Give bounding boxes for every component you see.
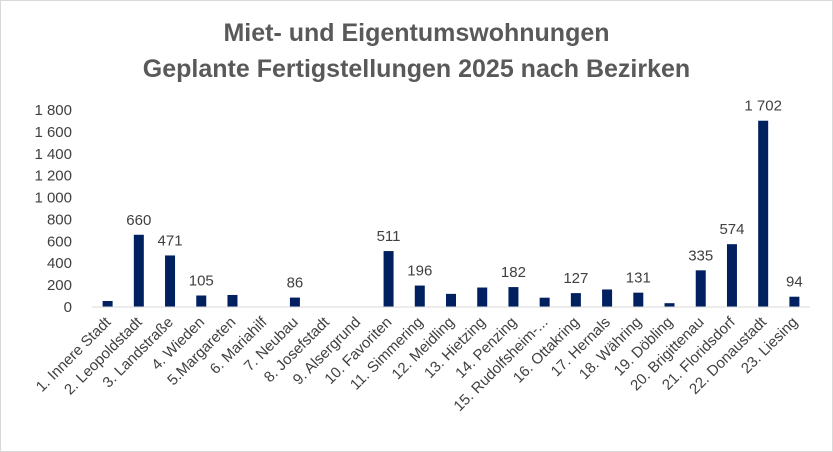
bar	[446, 293, 456, 307]
y-tick-label: 1 200	[34, 168, 72, 185]
bar	[383, 251, 394, 307]
data-label: 105	[189, 273, 214, 290]
data-label: 131	[626, 270, 651, 287]
y-tick-label: 800	[47, 211, 72, 228]
bar	[289, 297, 300, 307]
bar	[133, 234, 144, 307]
bar	[664, 303, 675, 307]
bar	[633, 292, 644, 307]
data-label: 127	[563, 270, 588, 287]
data-label: 1 702	[744, 98, 782, 115]
bar	[414, 285, 425, 307]
y-axis: 0 200 400 600 800 1 000 1 200 1 400 1 600 1 800	[34, 102, 72, 316]
data-label: 471	[158, 232, 183, 249]
bar	[508, 287, 519, 307]
chart-title-line-2: Geplante Fertigstellungen 2025 nach Bezi…	[142, 55, 691, 83]
bar	[758, 120, 769, 307]
bar	[102, 300, 113, 307]
bar	[570, 293, 581, 307]
bar	[477, 287, 488, 307]
y-tick-label: 1 400	[34, 146, 72, 163]
y-tick-label: 600	[47, 233, 72, 250]
data-label: 574	[719, 221, 744, 238]
data-label: 94	[786, 274, 803, 291]
data-label: 86	[287, 275, 304, 292]
y-tick-label: 400	[47, 255, 72, 272]
data-label: 511	[377, 228, 401, 245]
y-tick-label: 1 000	[34, 190, 72, 207]
bar	[196, 295, 207, 307]
data-label: 660	[126, 212, 151, 229]
chart-title-line-1: Miet- und Eigentumswohnungen	[223, 19, 610, 47]
y-tick-label: 200	[47, 277, 72, 294]
bar	[602, 289, 613, 307]
data-labels: 660 471 105 86 511 196 182 127 131 335 574 1 702 94	[126, 98, 802, 292]
data-label: 182	[501, 264, 526, 281]
data-label: 196	[407, 263, 432, 280]
bar	[726, 244, 737, 307]
data-label: 335	[688, 247, 713, 264]
bar	[539, 297, 550, 307]
y-tick-label: 1 800	[34, 102, 72, 119]
bar	[695, 270, 706, 307]
bar	[227, 294, 238, 307]
bars	[102, 120, 800, 307]
y-tick-label: 1 600	[34, 124, 72, 141]
bar	[789, 296, 800, 307]
bar	[165, 255, 176, 307]
y-tick-label: 0	[64, 299, 72, 316]
